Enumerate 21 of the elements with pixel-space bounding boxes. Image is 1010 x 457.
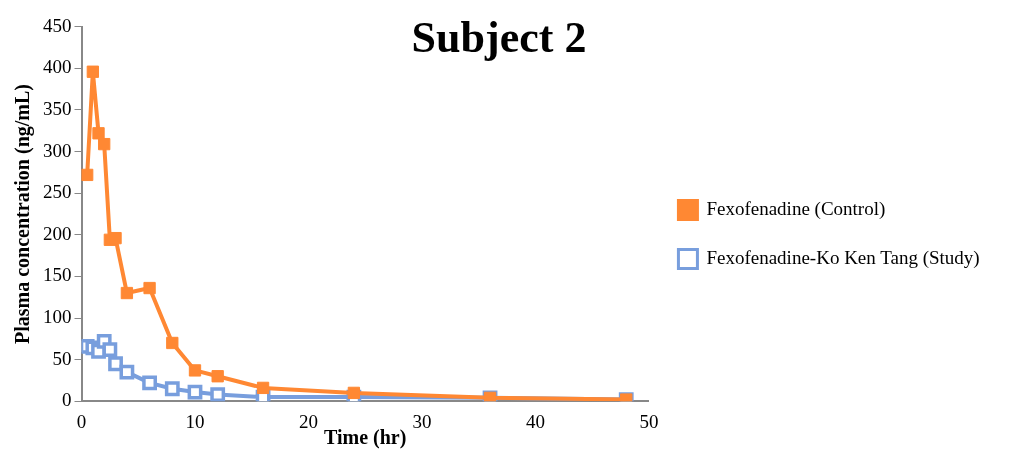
y-tick-label: 50 (52, 347, 72, 369)
x-tick-label: 30 (412, 410, 432, 432)
y-axis-title: Plasma concentration (ng/mL) (11, 84, 35, 344)
legend-label: Fexofenadine-Ko Ken Tang (Study) (706, 246, 980, 269)
x-tick-label: 50 (639, 410, 659, 432)
y-tick-label: 300 (43, 139, 72, 161)
y-tick-label: 450 (43, 14, 72, 36)
legend-label: Fexofenadine (Control) (706, 197, 886, 220)
x-tick-label: 0 (76, 410, 87, 432)
y-tick-label: 350 (43, 97, 72, 119)
y-tick-label: 0 (62, 389, 72, 411)
y-tick-label: 150 (43, 264, 72, 286)
x-tick-label: 40 (525, 410, 545, 432)
chart-title: Subject 2 (411, 12, 587, 62)
y-tick-label: 400 (43, 56, 72, 78)
y-tick-label: 100 (43, 305, 72, 327)
x-tick-label: 20 (298, 410, 318, 432)
y-tick-label: 200 (43, 222, 72, 244)
y-tick-label: 250 (43, 181, 72, 203)
x-tick-label: 10 (185, 410, 205, 432)
x-axis-title: Time (hr) (324, 426, 407, 450)
